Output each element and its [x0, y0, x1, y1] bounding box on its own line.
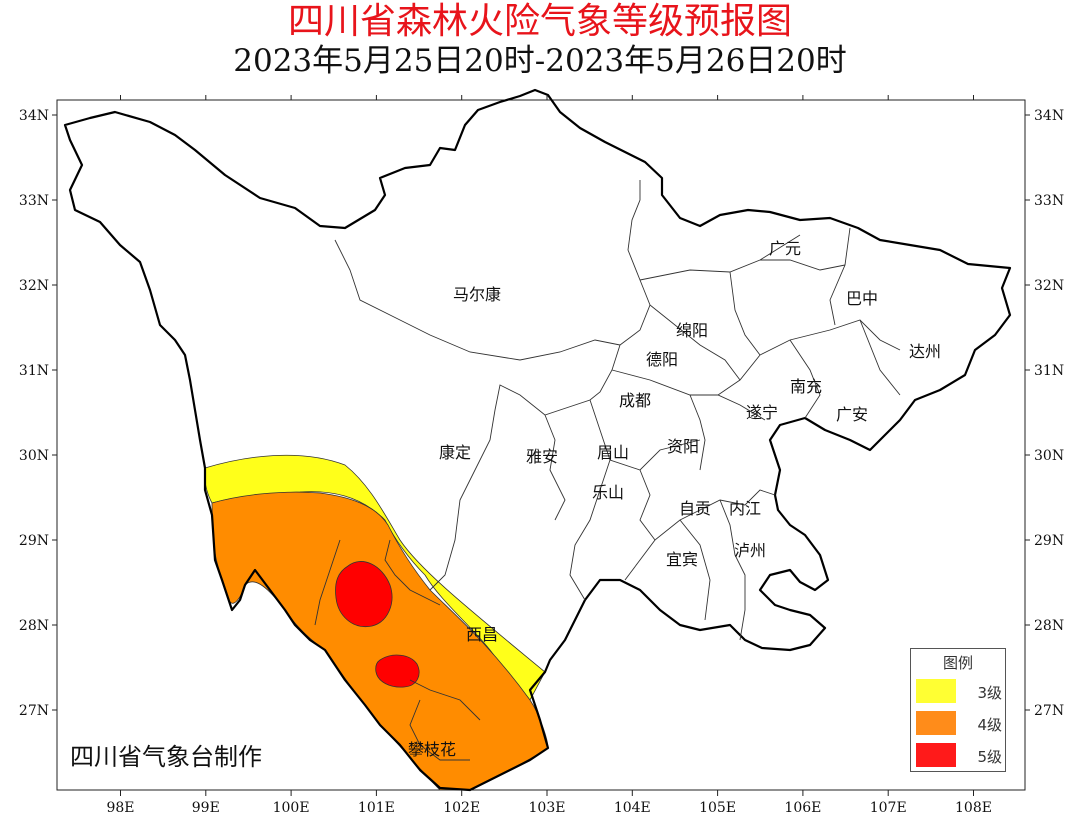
lat-tick-label-left: 32N	[19, 278, 49, 294]
city-label: 马尔康	[453, 285, 501, 304]
level5-zone-north	[335, 561, 393, 628]
city-label: 绵阳	[676, 321, 708, 340]
lat-tick-label-right: 33N	[1034, 193, 1064, 209]
legend-item-level4: 4级	[916, 711, 1004, 735]
legend-label-level5: 5级	[977, 748, 1002, 766]
lon-tick-label: 107E	[870, 800, 907, 816]
legend-label-level3: 3级	[977, 684, 1002, 702]
forecast-period: 2023年5月25日20时-2023年5月26日20时	[233, 43, 847, 79]
city-label: 成都	[619, 391, 651, 410]
lat-tick-label-left: 34N	[19, 108, 49, 124]
legend: 图例 3级 4级 5级	[910, 648, 1006, 772]
city-label: 乐山	[592, 483, 624, 502]
lat-tick-label-left: 33N	[19, 193, 49, 209]
city-label: 巴中	[846, 289, 878, 308]
city-label: 德阳	[646, 350, 678, 369]
lon-tick-label: 105E	[699, 800, 736, 816]
lat-tick-label-right: 31N	[1034, 363, 1064, 379]
city-label: 内江	[729, 499, 761, 518]
lon-tick-label: 103E	[529, 800, 566, 816]
legend-item-level3: 3级	[916, 679, 1004, 703]
city-label: 达州	[909, 342, 941, 361]
lat-tick-label-left: 31N	[19, 363, 49, 379]
legend-title: 图例	[942, 654, 973, 672]
lat-tick-label-left: 29N	[19, 533, 49, 549]
latitude-axis: 34N 34N 33N 33N 32N 32N 31N 31N 30N 30N 29N 29N 28N 2…	[19, 108, 1064, 719]
lon-tick-label: 108E	[955, 800, 992, 816]
city-label: 自贡	[679, 499, 711, 518]
city-label: 眉山	[597, 443, 629, 462]
lat-tick-label-right: 30N	[1034, 448, 1064, 464]
city-label: 泸州	[734, 541, 766, 560]
longitude-axis: 98E 99E 100E 101E 102E 103E 104E 105E 106E 107E 10…	[106, 95, 992, 816]
city-label: 攀枝花	[408, 740, 456, 759]
lon-tick-label: 98E	[106, 800, 134, 816]
level5-zone-south	[375, 654, 420, 688]
city-label: 康定	[439, 443, 471, 462]
prefecture-boundaries	[314, 180, 901, 761]
lat-tick-label-left: 28N	[19, 618, 49, 634]
lon-tick-label: 101E	[358, 800, 395, 816]
level4-zone	[211, 491, 549, 791]
city-label: 资阳	[667, 437, 699, 456]
lon-tick-label: 100E	[273, 800, 310, 816]
city-label: 遂宁	[746, 403, 778, 422]
lon-tick-label: 104E	[614, 800, 651, 816]
city-label: 广安	[836, 405, 868, 424]
lat-tick-label-right: 27N	[1034, 703, 1064, 719]
lat-tick-label-left: 27N	[19, 703, 49, 719]
lon-tick-label: 102E	[443, 800, 480, 816]
legend-item-level5: 5级	[916, 743, 1004, 767]
city-label: 南充	[790, 377, 822, 396]
legend-label-level4: 4级	[977, 716, 1002, 734]
credit-text: 四川省气象台制作	[70, 743, 262, 771]
lon-tick-label: 99E	[192, 800, 220, 816]
city-label: 雅安	[526, 447, 558, 466]
lon-tick-label: 106E	[784, 800, 821, 816]
city-label: 广元	[769, 239, 801, 258]
city-label: 西昌	[466, 625, 498, 644]
lat-tick-label-right: 29N	[1034, 533, 1064, 549]
legend-swatch-level3	[916, 679, 956, 703]
sichuan-province-outline	[63, 88, 1012, 792]
lat-tick-label-right: 34N	[1034, 108, 1064, 124]
legend-swatch-level5	[916, 743, 956, 767]
lat-tick-label-right: 28N	[1034, 618, 1064, 634]
legend-swatch-level4	[916, 711, 956, 735]
lat-tick-label-left: 30N	[19, 448, 49, 464]
lat-tick-label-right: 32N	[1034, 278, 1064, 294]
map-frame	[56, 99, 1026, 791]
map-title: 四川省森林火险气象等级预报图	[287, 1, 792, 42]
city-label: 宜宾	[666, 550, 698, 569]
